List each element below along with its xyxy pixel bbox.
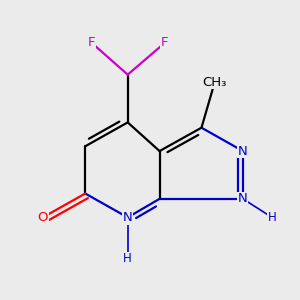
Text: F: F bbox=[161, 36, 169, 49]
Text: O: O bbox=[38, 211, 48, 224]
Text: N: N bbox=[238, 192, 248, 205]
Text: H: H bbox=[123, 252, 132, 265]
Text: N: N bbox=[238, 145, 248, 158]
Text: F: F bbox=[88, 36, 95, 49]
Text: CH₃: CH₃ bbox=[202, 76, 227, 88]
Text: H: H bbox=[268, 211, 276, 224]
Text: N: N bbox=[123, 211, 133, 224]
